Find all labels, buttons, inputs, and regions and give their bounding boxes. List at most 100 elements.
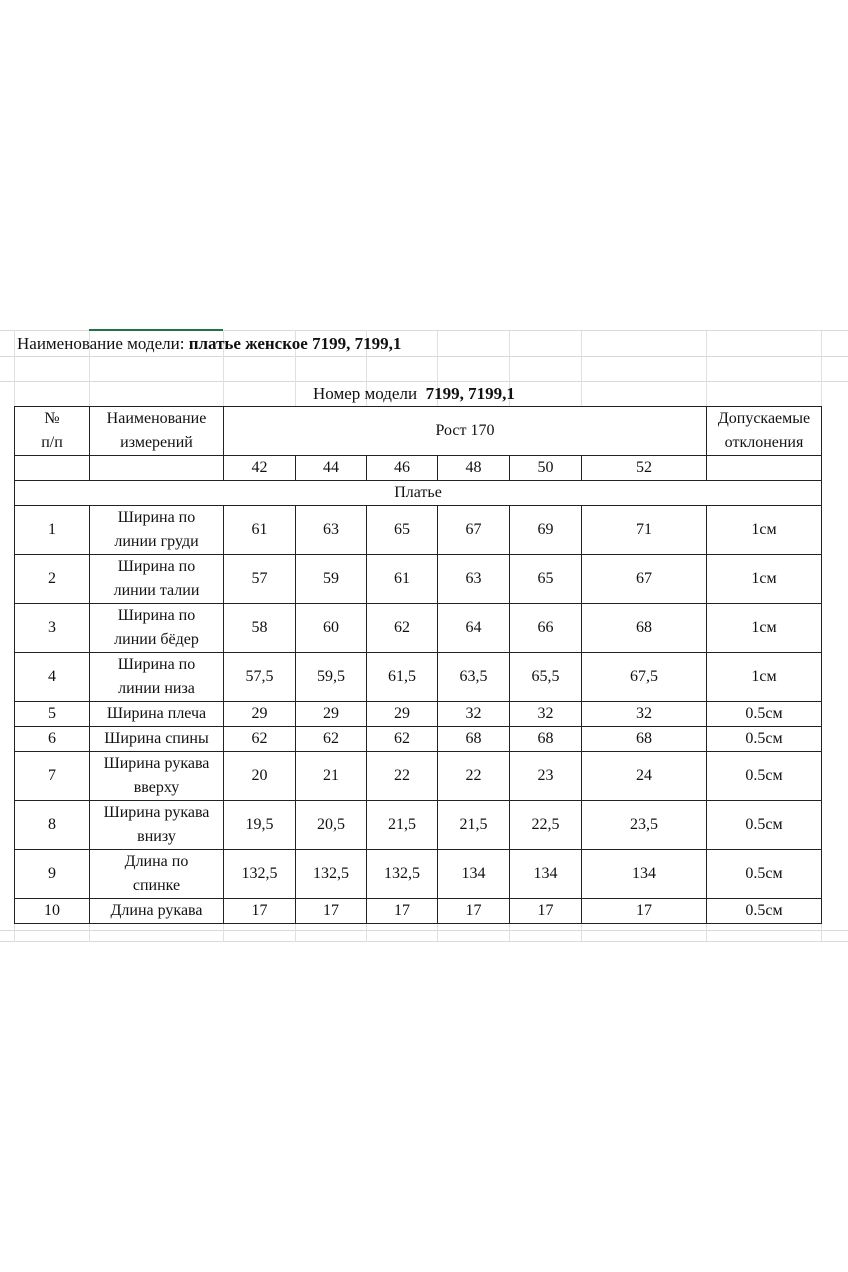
- value-size-48[interactable]: 134: [437, 849, 510, 899]
- value-size-46[interactable]: 22: [366, 751, 438, 801]
- row-number[interactable]: 1: [14, 505, 90, 555]
- value-size-50[interactable]: 65,5: [509, 652, 582, 702]
- value-size-48[interactable]: 64: [437, 603, 510, 653]
- value-size-50[interactable]: 17: [509, 898, 582, 924]
- value-size-48[interactable]: 67: [437, 505, 510, 555]
- value-size-46[interactable]: 62: [366, 726, 438, 752]
- row-number[interactable]: 10: [14, 898, 90, 924]
- row-number[interactable]: 6: [14, 726, 90, 752]
- value-size-44[interactable]: 59,5: [295, 652, 367, 702]
- row-number[interactable]: 5: [14, 701, 90, 727]
- value-size-42[interactable]: 19,5: [223, 800, 296, 850]
- value-size-44[interactable]: 20,5: [295, 800, 367, 850]
- tolerance[interactable]: 0.5см: [706, 898, 822, 924]
- tolerance[interactable]: 1см: [706, 505, 822, 555]
- measurement-name[interactable]: Ширина спины: [89, 726, 224, 752]
- value-size-48[interactable]: 68: [437, 726, 510, 752]
- value-size-50[interactable]: 68: [509, 726, 582, 752]
- row-number[interactable]: 8: [14, 800, 90, 850]
- row-number[interactable]: 2: [14, 554, 90, 604]
- value-size-46[interactable]: 29: [366, 701, 438, 727]
- tolerance[interactable]: 1см: [706, 603, 822, 653]
- tolerance[interactable]: 1см: [706, 652, 822, 702]
- value-size-46[interactable]: 21,5: [366, 800, 438, 850]
- value-size-46[interactable]: 65: [366, 505, 438, 555]
- value-size-44[interactable]: 62: [295, 726, 367, 752]
- value-size-44[interactable]: 63: [295, 505, 367, 555]
- empty-cell[interactable]: [14, 455, 90, 481]
- value-size-42[interactable]: 58: [223, 603, 296, 653]
- value-size-48[interactable]: 21,5: [437, 800, 510, 850]
- value-size-52[interactable]: 71: [581, 505, 707, 555]
- value-size-50[interactable]: 23: [509, 751, 582, 801]
- tolerance[interactable]: 0.5см: [706, 701, 822, 727]
- measurement-name[interactable]: Ширина по линии бёдер: [89, 603, 224, 653]
- value-size-44[interactable]: 132,5: [295, 849, 367, 899]
- section-title[interactable]: Платье: [14, 480, 822, 506]
- value-size-50[interactable]: 65: [509, 554, 582, 604]
- value-size-42[interactable]: 132,5: [223, 849, 296, 899]
- value-size-44[interactable]: 21: [295, 751, 367, 801]
- value-size-42[interactable]: 20: [223, 751, 296, 801]
- value-size-52[interactable]: 67: [581, 554, 707, 604]
- size-44[interactable]: 44: [295, 455, 367, 481]
- value-size-50[interactable]: 69: [509, 505, 582, 555]
- value-size-44[interactable]: 59: [295, 554, 367, 604]
- row-number[interactable]: 3: [14, 603, 90, 653]
- value-size-50[interactable]: 134: [509, 849, 582, 899]
- tolerance[interactable]: 1см: [706, 554, 822, 604]
- size-48[interactable]: 48: [437, 455, 510, 481]
- value-size-42[interactable]: 57: [223, 554, 296, 604]
- value-size-52[interactable]: 68: [581, 603, 707, 653]
- measurement-name[interactable]: Ширина плеча: [89, 701, 224, 727]
- row-number[interactable]: 7: [14, 751, 90, 801]
- header-name[interactable]: Наименование измерений: [89, 406, 224, 456]
- value-size-48[interactable]: 17: [437, 898, 510, 924]
- value-size-42[interactable]: 17: [223, 898, 296, 924]
- tolerance[interactable]: 0.5см: [706, 751, 822, 801]
- value-size-50[interactable]: 22,5: [509, 800, 582, 850]
- value-size-50[interactable]: 66: [509, 603, 582, 653]
- value-size-46[interactable]: 61: [366, 554, 438, 604]
- value-size-50[interactable]: 32: [509, 701, 582, 727]
- value-size-52[interactable]: 24: [581, 751, 707, 801]
- value-size-42[interactable]: 29: [223, 701, 296, 727]
- header-height[interactable]: Рост 170: [223, 406, 707, 456]
- value-size-52[interactable]: 67,5: [581, 652, 707, 702]
- measurement-name[interactable]: Ширина по линии талии: [89, 554, 224, 604]
- value-size-48[interactable]: 32: [437, 701, 510, 727]
- value-size-52[interactable]: 32: [581, 701, 707, 727]
- value-size-46[interactable]: 132,5: [366, 849, 438, 899]
- value-size-42[interactable]: 57,5: [223, 652, 296, 702]
- measurement-name[interactable]: Ширина рукава вверху: [89, 751, 224, 801]
- value-size-42[interactable]: 61: [223, 505, 296, 555]
- tolerance[interactable]: 0.5см: [706, 726, 822, 752]
- value-size-46[interactable]: 17: [366, 898, 438, 924]
- empty-cell[interactable]: [706, 455, 822, 481]
- model-number[interactable]: Номер модели 7199, 7199,1: [313, 384, 515, 404]
- value-size-48[interactable]: 22: [437, 751, 510, 801]
- size-50[interactable]: 50: [509, 455, 582, 481]
- header-tolerance[interactable]: Допускаемые отклонения: [706, 406, 822, 456]
- empty-cell[interactable]: [89, 455, 224, 481]
- size-42[interactable]: 42: [223, 455, 296, 481]
- tolerance[interactable]: 0.5см: [706, 800, 822, 850]
- value-size-52[interactable]: 134: [581, 849, 707, 899]
- size-52[interactable]: 52: [581, 455, 707, 481]
- value-size-52[interactable]: 17: [581, 898, 707, 924]
- measurement-name[interactable]: Ширина рукава внизу: [89, 800, 224, 850]
- value-size-52[interactable]: 23,5: [581, 800, 707, 850]
- value-size-42[interactable]: 62: [223, 726, 296, 752]
- header-num[interactable]: № п/п: [14, 406, 90, 456]
- value-size-44[interactable]: 29: [295, 701, 367, 727]
- value-size-46[interactable]: 62: [366, 603, 438, 653]
- value-size-46[interactable]: 61,5: [366, 652, 438, 702]
- tolerance[interactable]: 0.5см: [706, 849, 822, 899]
- measurement-name[interactable]: Длина по спинке: [89, 849, 224, 899]
- size-46[interactable]: 46: [366, 455, 438, 481]
- row-number[interactable]: 4: [14, 652, 90, 702]
- measurement-name[interactable]: Ширина по линии низа: [89, 652, 224, 702]
- row-number[interactable]: 9: [14, 849, 90, 899]
- model-name-title[interactable]: Наименование модели: платье женское 7199…: [17, 334, 401, 354]
- measurement-name[interactable]: Длина рукава: [89, 898, 224, 924]
